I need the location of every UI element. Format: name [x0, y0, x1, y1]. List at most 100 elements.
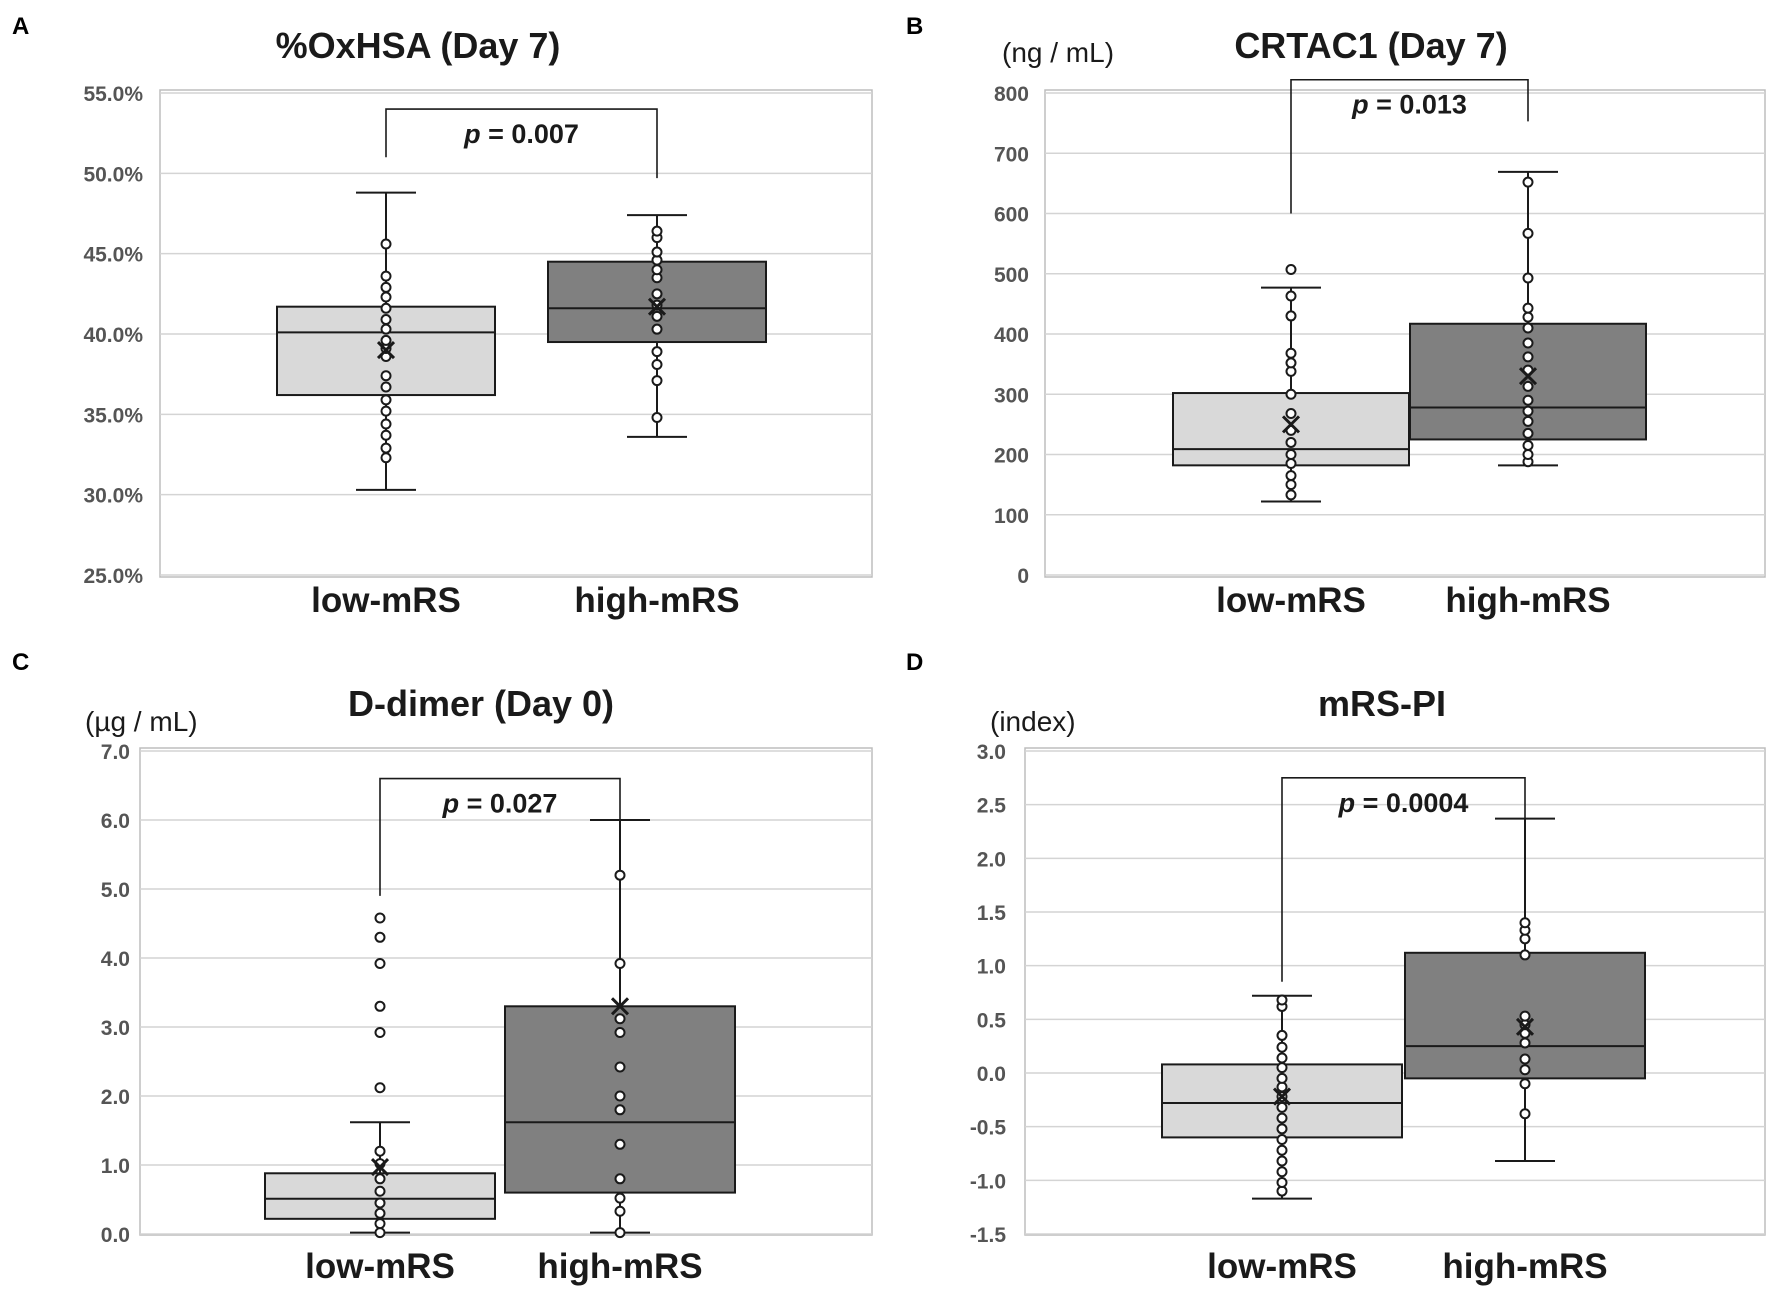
y-tick-label-d: 1.5 — [977, 902, 1007, 925]
category-label-b-lowmrs: low-mRS — [1216, 581, 1366, 620]
data-point-b-highmrs — [1522, 351, 1534, 363]
y-tick-label-c: 4.0 — [101, 948, 130, 971]
category-label-b-highmrs: high-mRS — [1445, 581, 1610, 620]
y-tick-label-d: 1.0 — [977, 956, 1006, 979]
y-tick-label-a: 50.0% — [83, 163, 143, 186]
mean-marker-b-lowmrs — [1281, 415, 1301, 434]
data-point-a-highmrs — [651, 359, 663, 371]
significance-bracket-c — [379, 777, 621, 896]
y-tick-label-c: 5.0 — [101, 879, 130, 902]
data-point-d-lowmrs — [1276, 1041, 1288, 1053]
data-point-b-lowmrs — [1285, 408, 1297, 420]
y-tick-label-d: 0.0 — [977, 1063, 1006, 1086]
data-point-a-highmrs — [651, 288, 663, 300]
p-value-label-d: p = 0.0004 — [1338, 788, 1469, 818]
data-point-d-lowmrs — [1276, 1112, 1288, 1124]
panel-letter-c: C — [12, 649, 29, 676]
data-point-b-highmrs — [1522, 176, 1534, 188]
p-symbol-c: p — [442, 789, 460, 819]
data-point-c-highmrs — [614, 1192, 626, 1204]
data-point-b-highmrs — [1522, 272, 1534, 284]
data-point-d-highmrs — [1519, 1108, 1531, 1120]
data-point-a-lowmrs — [380, 370, 392, 382]
data-point-c-lowmrs — [374, 1027, 386, 1039]
data-point-d-highmrs — [1519, 1078, 1531, 1090]
data-point-a-highmrs — [651, 264, 663, 276]
category-label-c-lowmrs: low-mRS — [305, 1247, 455, 1286]
data-point-c-lowmrs — [374, 912, 386, 924]
significance-bracket-d — [1281, 777, 1526, 982]
category-label-d-lowmrs: low-mRS — [1207, 1247, 1357, 1286]
p-value-label-b: p = 0.013 — [1351, 90, 1467, 120]
data-point-b-highmrs — [1522, 337, 1534, 349]
data-point-d-lowmrs — [1276, 1052, 1288, 1064]
data-point-b-highmrs — [1522, 415, 1534, 427]
data-point-a-lowmrs — [380, 418, 392, 430]
data-point-b-lowmrs — [1285, 458, 1297, 470]
data-point-c-highmrs — [614, 1061, 626, 1073]
p-symbol-d: p — [1338, 788, 1356, 818]
data-point-c-highmrs — [614, 1090, 626, 1102]
data-point-b-lowmrs — [1285, 310, 1297, 322]
data-point-d-lowmrs — [1276, 1134, 1288, 1146]
data-point-b-lowmrs — [1285, 357, 1297, 369]
mean-marker-d-lowmrs — [1272, 1087, 1292, 1106]
data-point-d-lowmrs — [1276, 1123, 1288, 1135]
data-point-a-lowmrs — [380, 405, 392, 417]
data-point-b-highmrs — [1522, 227, 1534, 239]
data-point-c-lowmrs — [374, 1082, 386, 1094]
data-point-a-lowmrs — [380, 238, 392, 250]
y-tick-label-c: 1.0 — [101, 1155, 130, 1178]
data-point-a-lowmrs — [380, 281, 392, 293]
data-point-a-highmrs — [651, 412, 663, 424]
unit-label-d: (index) — [990, 706, 1076, 737]
panel-letter-d: D — [906, 649, 923, 676]
data-point-c-lowmrs — [374, 1185, 386, 1197]
y-tick-label-c: 2.0 — [101, 1086, 130, 1109]
data-point-b-lowmrs — [1285, 449, 1297, 460]
data-point-b-lowmrs — [1285, 489, 1297, 501]
y-tick-label-a: 45.0% — [83, 244, 143, 267]
data-point-b-lowmrs — [1285, 388, 1297, 400]
data-point-d-lowmrs — [1276, 1155, 1288, 1167]
data-point-d-highmrs — [1519, 1053, 1531, 1065]
y-tick-label-c: 0.0 — [101, 1224, 130, 1247]
chart-title-c: D-dimer (Day 0) — [348, 683, 614, 724]
mean-marker-b-highmrs — [1518, 367, 1538, 386]
mean-marker-d-highmrs — [1515, 1017, 1535, 1036]
plot-frame-d — [1024, 747, 1766, 1236]
data-point-b-highmrs — [1522, 405, 1534, 417]
unit-label-b: (ng / mL) — [1002, 37, 1114, 68]
data-point-c-lowmrs — [374, 1218, 386, 1230]
data-point-a-lowmrs — [380, 452, 392, 464]
y-tick-label-d: 2.0 — [977, 848, 1006, 871]
data-point-b-lowmrs — [1285, 479, 1297, 491]
data-point-c-highmrs — [614, 1205, 626, 1217]
data-point-a-lowmrs — [380, 302, 392, 314]
data-point-b-lowmrs — [1285, 290, 1297, 302]
y-tick-label-c: 3.0 — [101, 1017, 130, 1040]
data-point-c-highmrs — [614, 1173, 626, 1185]
y-tick-label-a: 30.0% — [83, 485, 143, 508]
data-point-b-highmrs — [1522, 449, 1534, 460]
data-point-b-highmrs — [1522, 439, 1534, 451]
data-point-d-highmrs — [1519, 917, 1531, 929]
category-label-a-highmrs: high-mRS — [574, 581, 739, 620]
y-tick-label-d: -1.0 — [970, 1170, 1006, 1193]
p-value-text-b: = 0.013 — [1369, 90, 1467, 120]
data-point-a-lowmrs — [380, 323, 392, 335]
p-value-text-a: = 0.007 — [481, 119, 579, 149]
data-point-c-lowmrs — [374, 1173, 386, 1185]
data-point-c-lowmrs — [374, 958, 386, 970]
data-point-d-lowmrs — [1276, 1166, 1288, 1178]
category-label-a-lowmrs: low-mRS — [311, 581, 461, 620]
mean-marker-a-highmrs — [647, 297, 667, 316]
y-tick-label-b: 400 — [994, 324, 1029, 347]
y-tick-label-d: 2.5 — [977, 795, 1007, 818]
data-point-b-highmrs — [1522, 311, 1534, 323]
data-point-d-lowmrs — [1276, 1062, 1288, 1074]
data-point-b-lowmrs — [1285, 347, 1297, 359]
significance-bracket-b — [1290, 78, 1529, 214]
data-point-a-highmrs — [651, 375, 663, 387]
unit-label-c: (µg / mL) — [85, 706, 198, 737]
